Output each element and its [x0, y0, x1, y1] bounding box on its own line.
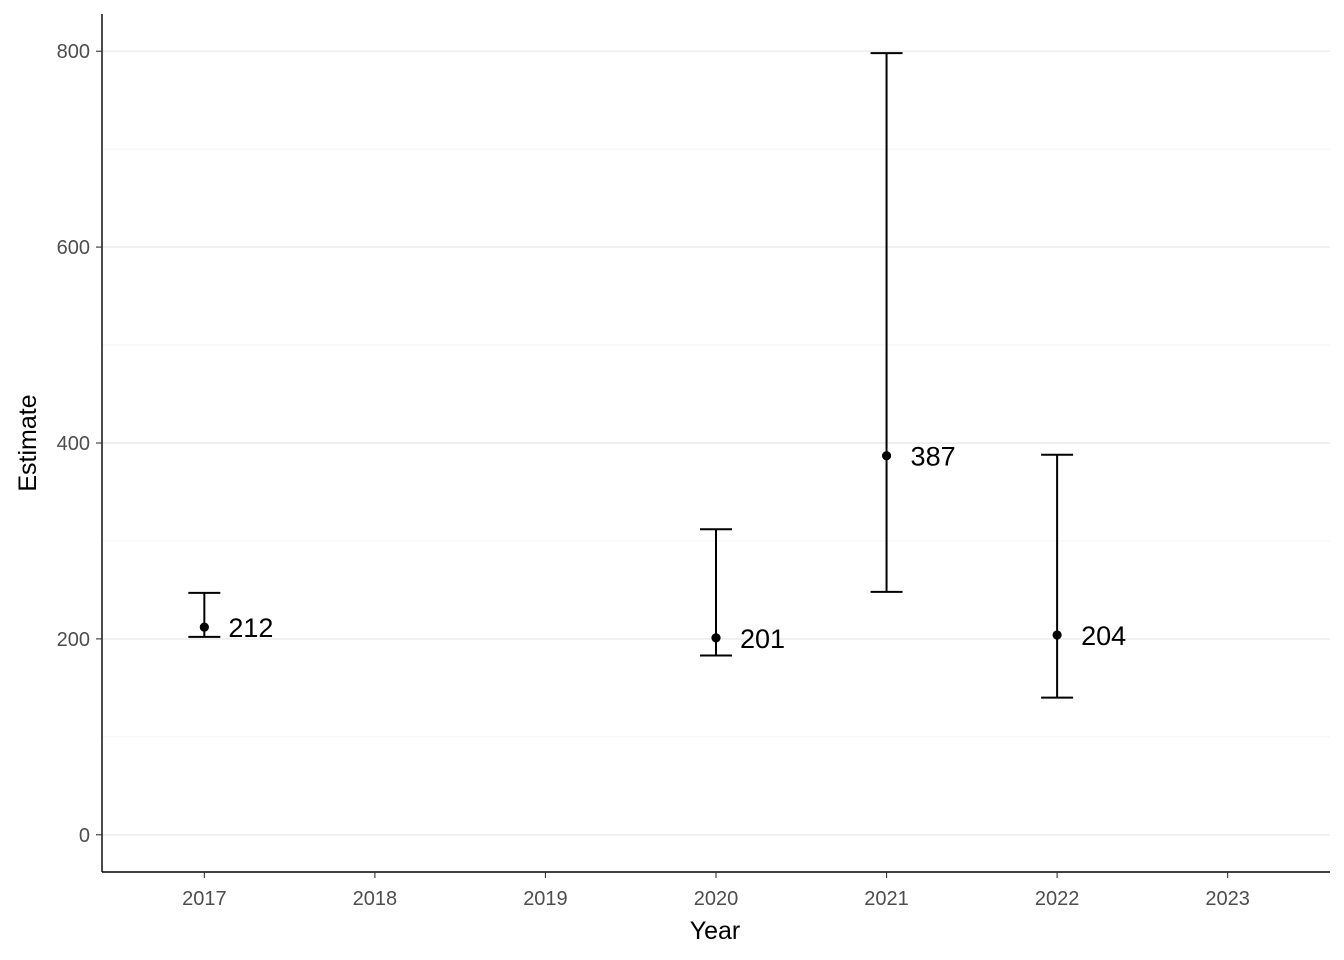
x-tick-label: 2020	[694, 888, 739, 910]
data-point-group: 212	[188, 591, 273, 643]
y-tick-label: 800	[57, 41, 90, 63]
x-axis-ticks: 2017 2018 2019 2020 2021 2022 2023	[182, 872, 1250, 910]
data-point	[711, 633, 721, 643]
data-label: 212	[228, 613, 273, 643]
data-label: 204	[1081, 621, 1126, 651]
y-axis-ticks: 0 200 400 600 800	[57, 41, 102, 847]
data-label: 201	[740, 624, 785, 654]
x-tick-label: 2019	[523, 888, 568, 910]
x-tick-label: 2023	[1205, 888, 1250, 910]
data-label: 387	[911, 442, 956, 472]
x-tick-label: 2018	[353, 888, 398, 910]
y-tick-label: 600	[57, 237, 90, 259]
x-tick-label: 2017	[182, 888, 227, 910]
x-tick-label: 2021	[864, 888, 909, 910]
grid	[102, 50, 1330, 836]
x-tick-label: 2022	[1035, 888, 1080, 910]
y-tick-label: 400	[57, 433, 90, 455]
data-point-group: 387	[870, 52, 956, 593]
data-point-group: 204	[1041, 453, 1126, 699]
data-point-group: 201	[700, 528, 785, 657]
y-axis-title: Estimate	[14, 394, 42, 491]
data-point	[881, 451, 892, 461]
estimate-series: 212 201 387 204	[188, 52, 1126, 699]
x-axis-title: Year	[690, 917, 741, 945]
data-point	[199, 622, 209, 632]
data-point	[1052, 630, 1062, 640]
y-tick-label: 200	[57, 629, 90, 651]
y-tick-label: 0	[79, 825, 90, 847]
